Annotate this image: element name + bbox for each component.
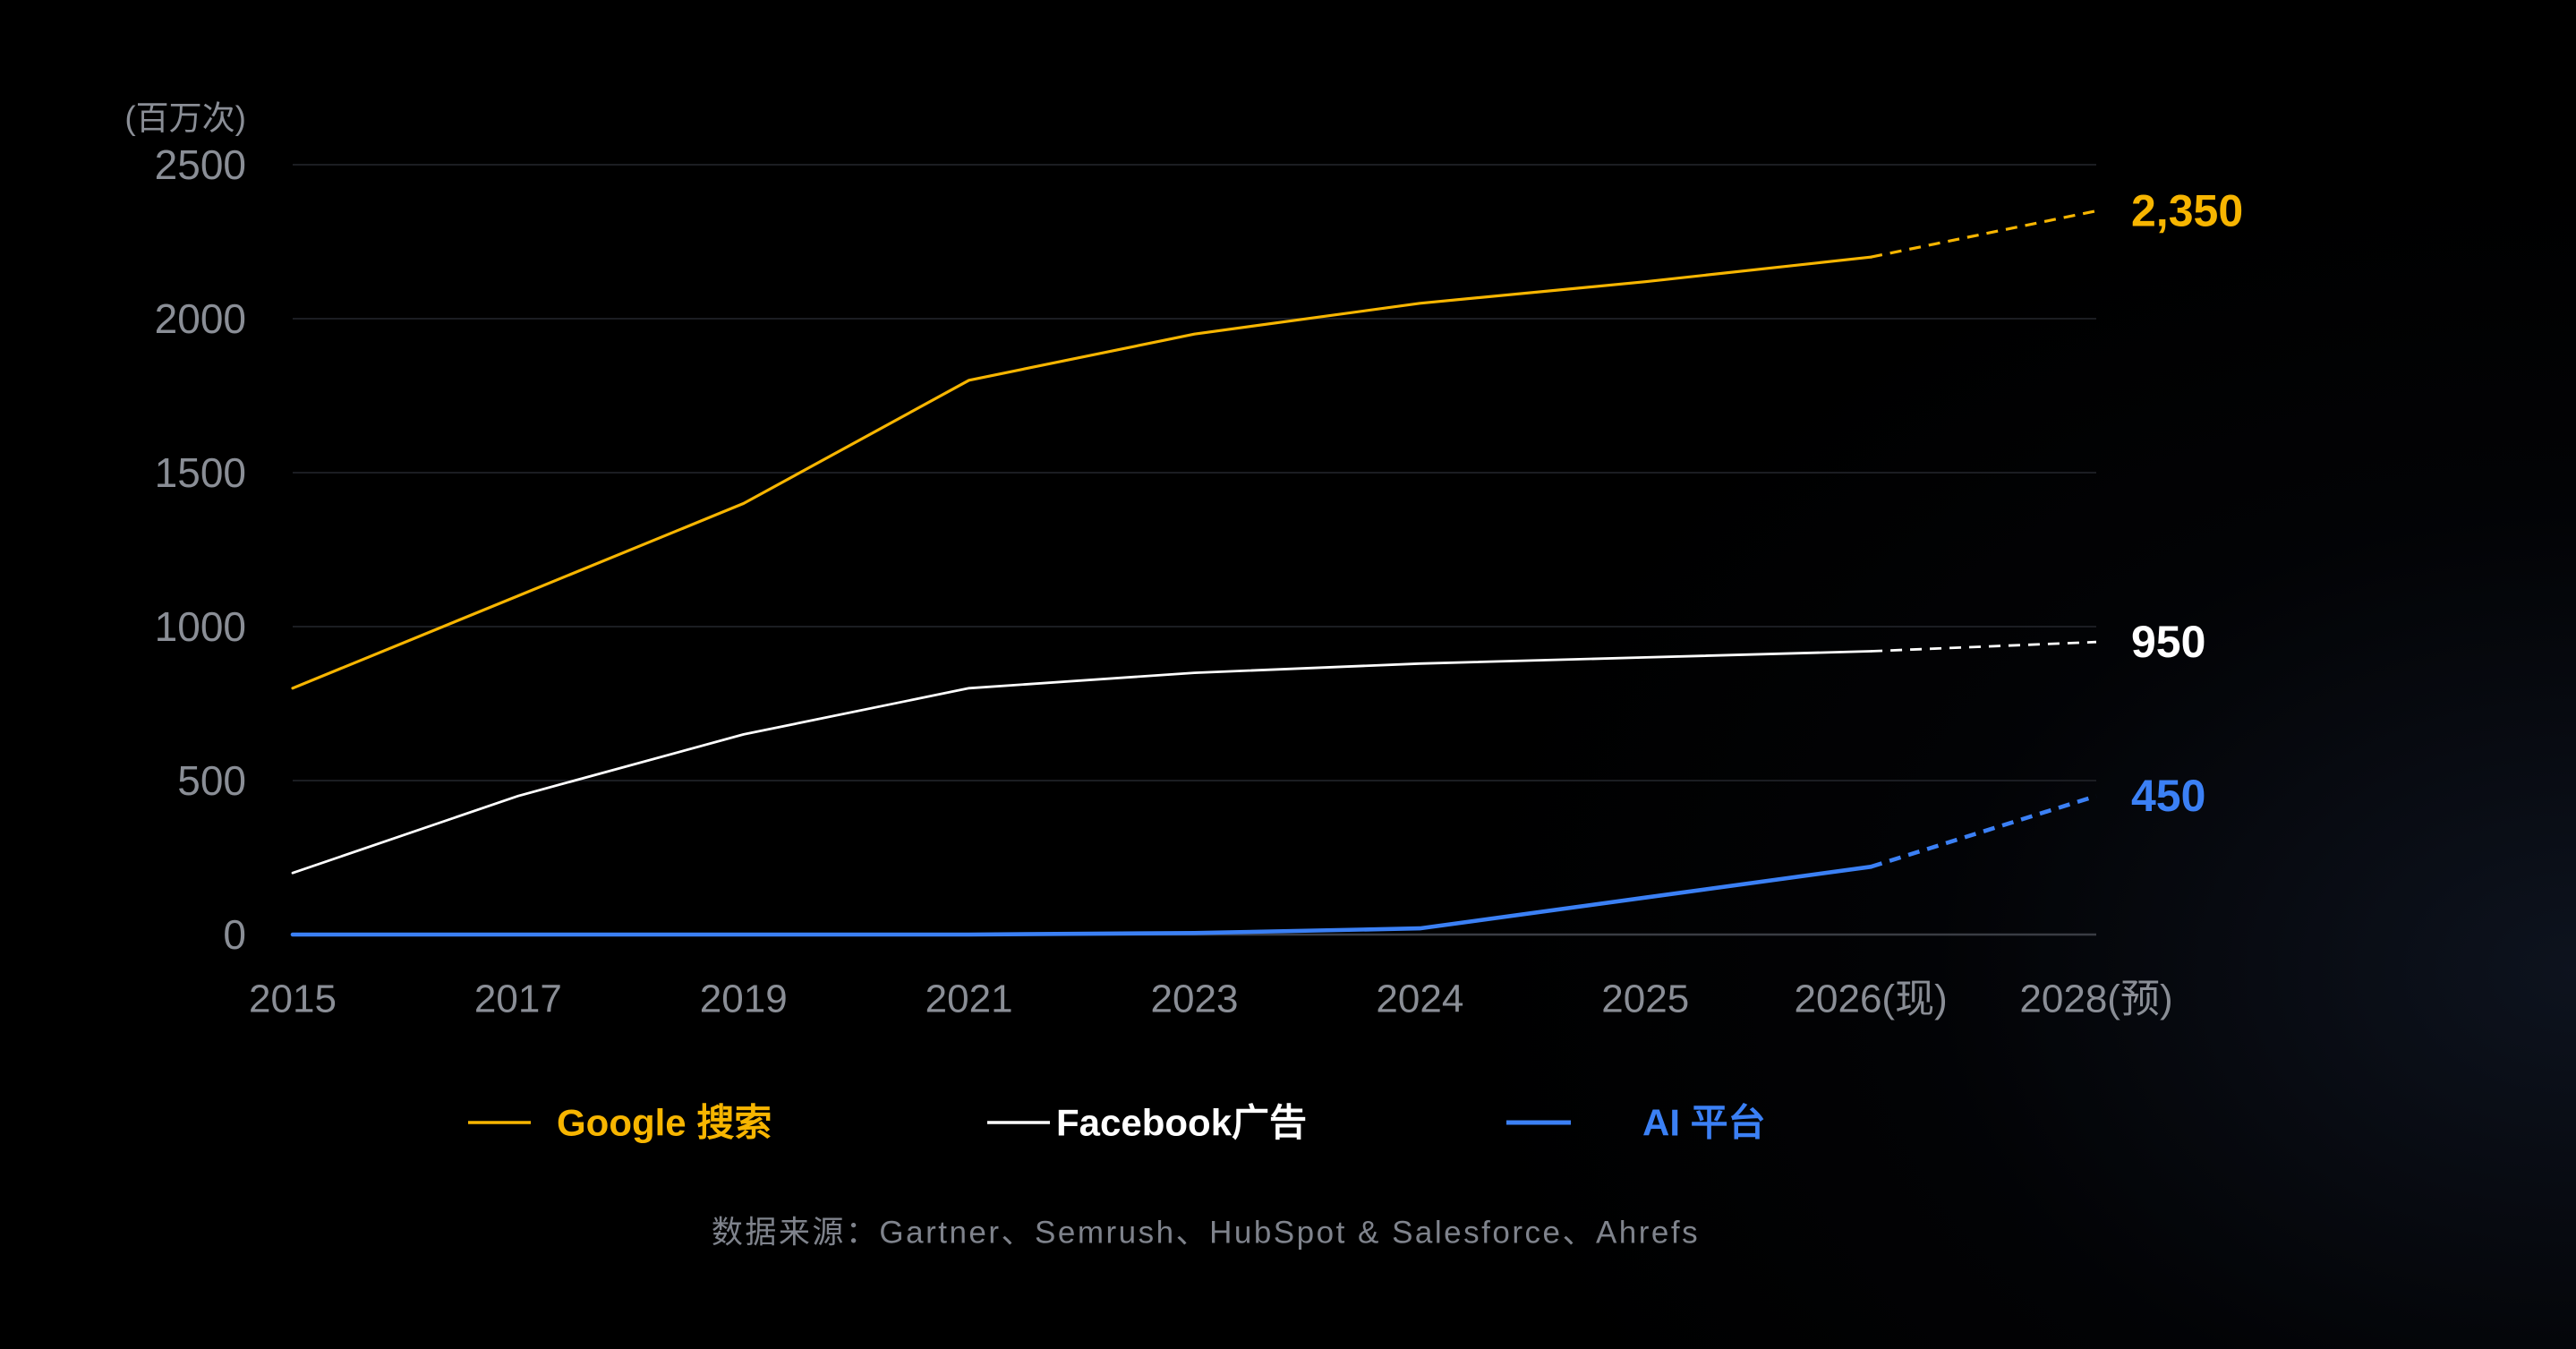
y-tick-label: 0: [223, 911, 246, 958]
series-2-forecast-line: [1871, 640, 2097, 653]
y-tick-label: 1500: [155, 449, 246, 496]
y-tick-label: 2500: [155, 141, 246, 188]
series-1-line: [291, 255, 1872, 690]
x-tick-label: 2026(现): [1795, 978, 1948, 1021]
series-1: [291, 209, 2097, 690]
series-lines: [290, 209, 2097, 937]
y-tick-label: 1000: [155, 603, 246, 650]
series-3-end-label: 450: [2131, 771, 2205, 821]
x-tick-label: 2025: [1601, 978, 1689, 1021]
gridlines: [293, 164, 2096, 936]
series-3-forecast-line: [1870, 794, 2097, 869]
series-2-end-label: 950: [2131, 617, 2205, 667]
series-3-line: [290, 865, 1873, 937]
legend-label: AI 平台: [1642, 1102, 1766, 1144]
x-tick-label: 2017: [474, 978, 562, 1021]
series-2: [291, 640, 2097, 875]
legend-label: Google 搜索: [557, 1102, 772, 1144]
series-3: [290, 794, 2097, 937]
series-1-forecast-line: [1870, 209, 2097, 259]
y-tick-label: 500: [177, 757, 246, 804]
y-axis: 0 500 1000 1500 2000 2500: [155, 141, 246, 958]
series-2-line: [291, 650, 1872, 875]
x-tick-label: 2024: [1376, 978, 1463, 1021]
end-value-labels: 2,350 950 450: [2131, 186, 2243, 822]
y-tick-label: 2000: [155, 295, 246, 342]
x-tick-label: 2019: [700, 978, 788, 1021]
x-axis: 2015 2017 2019 2021 2023 2024 2025 2026(现) 2028(…: [249, 978, 2173, 1021]
legend-item-facebook-ads: Facebook广告: [987, 1102, 1307, 1144]
series-1-end-label: 2,350: [2131, 186, 2243, 236]
legend-item-ai-platform: AI 平台: [1506, 1102, 1766, 1144]
legend-item-google-search: Google 搜索: [468, 1102, 772, 1144]
x-tick-label: 2021: [925, 978, 1013, 1021]
x-tick-label: 2023: [1151, 978, 1239, 1021]
legend-label: Facebook广告: [1056, 1102, 1307, 1144]
y-axis-unit-label: (百万次): [124, 100, 246, 137]
data-source-note: 数据来源：Gartner、Semrush、HubSpot & Salesforc…: [712, 1216, 1700, 1251]
x-tick-label: 2028(预): [2019, 978, 2172, 1021]
legend: Google 搜索 Facebook广告 AI 平台: [468, 1102, 1766, 1144]
x-tick-label: 2015: [249, 978, 337, 1021]
